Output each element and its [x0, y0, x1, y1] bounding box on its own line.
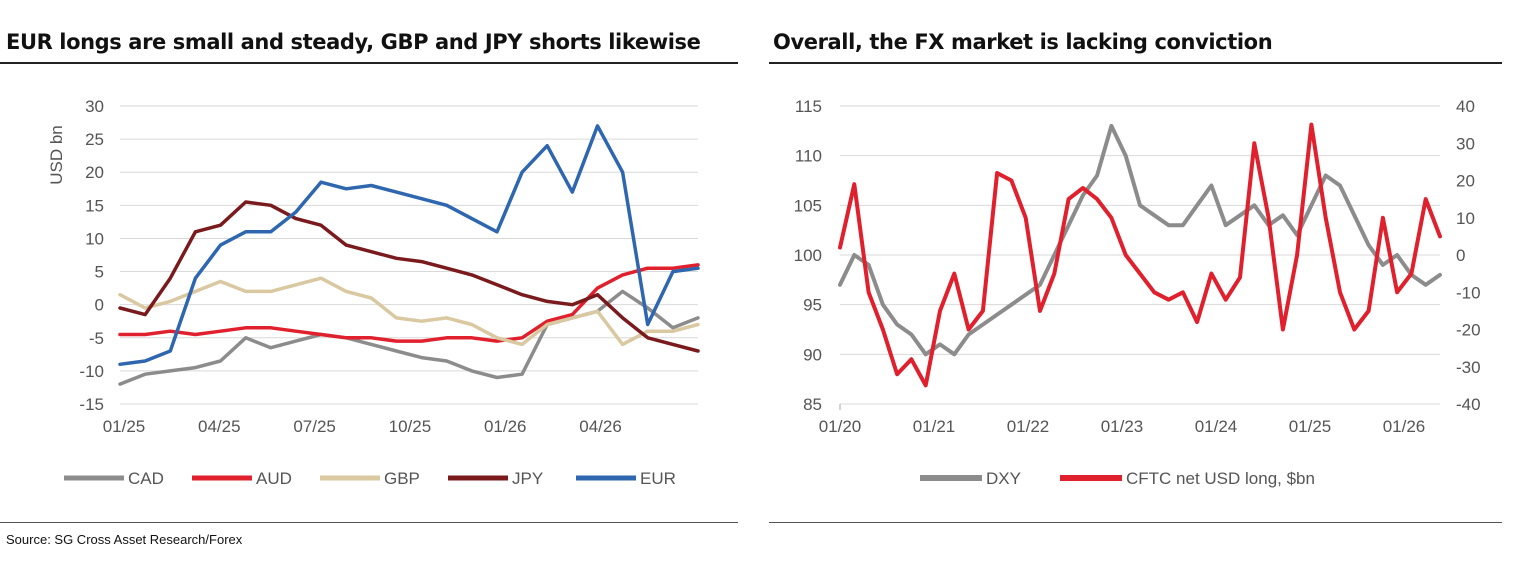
line-series-cad — [118, 289, 700, 386]
right-right-y-tick-label: -10 — [1456, 283, 1481, 302]
line-series-aud — [118, 263, 700, 343]
right-x-tick-label: 01/23 — [1101, 417, 1144, 436]
legend-label-dxy: DXY — [986, 469, 1021, 488]
right-chart-title: Overall, the FX market is lacking convic… — [773, 30, 1273, 54]
left-y-tick-label: 25 — [85, 130, 104, 149]
right-left-y-tick-label: 95 — [803, 296, 822, 315]
legend-label-aud: AUD — [256, 469, 292, 488]
right-title-rule — [769, 62, 1502, 64]
left-y-axis-label: USD bn — [47, 125, 66, 185]
left-x-tick-label: 01/26 — [484, 417, 527, 436]
left-x-tick-label: 04/25 — [198, 417, 241, 436]
left-x-tick-label: 01/25 — [103, 417, 146, 436]
right-right-y-tick-label: 30 — [1456, 134, 1475, 153]
left-y-tick-label: -10 — [79, 362, 104, 381]
left-y-tick-label: 0 — [95, 296, 104, 315]
left-x-tick-label: 07/25 — [293, 417, 336, 436]
right-x-tick-label: 01/20 — [819, 417, 862, 436]
legend-label-eur: EUR — [640, 469, 676, 488]
right-bottom-rule — [769, 522, 1502, 523]
left-x-tick-label: 10/25 — [389, 417, 432, 436]
right-x-tick-label: 01/22 — [1007, 417, 1050, 436]
legend-label-cad: CAD — [128, 469, 164, 488]
right-x-tick-label: 01/25 — [1289, 417, 1332, 436]
right-left-y-tick-label: 90 — [803, 345, 822, 364]
left-bottom-rule — [0, 522, 738, 523]
right-left-y-tick-label: 85 — [803, 395, 822, 414]
right-right-y-tick-label: -20 — [1456, 321, 1481, 340]
left-y-tick-label: 15 — [85, 196, 104, 215]
left-title-rule — [0, 62, 738, 64]
right-left-y-tick-label: 100 — [794, 246, 822, 265]
right-x-tick-label: 01/26 — [1383, 417, 1426, 436]
left-chart-title: EUR longs are small and steady, GBP and … — [6, 30, 701, 54]
right-left-y-tick-label: 115 — [795, 97, 822, 116]
legend-label-gbp: GBP — [384, 469, 420, 488]
source-note: Source: SG Cross Asset Research/Forex — [6, 532, 243, 547]
right-right-y-tick-label: -40 — [1456, 395, 1481, 414]
left-y-tick-label: -5 — [89, 329, 104, 348]
right-right-y-tick-label: 20 — [1456, 172, 1475, 191]
line-series-dxy — [838, 123, 1442, 357]
left-y-tick-label: 10 — [85, 229, 104, 248]
right-right-y-tick-label: 10 — [1456, 209, 1475, 228]
line-series-cftc-net-usd-long-bn — [838, 122, 1442, 388]
left-x-tick-label: 04/26 — [579, 417, 622, 436]
line-series-gbp — [118, 276, 700, 347]
legend-label-jpy: JPY — [512, 469, 543, 488]
right-x-tick-label: 01/24 — [1195, 417, 1238, 436]
right-right-y-tick-label: 0 — [1456, 246, 1465, 265]
legend-label-cftc: CFTC net USD long, $bn — [1126, 469, 1315, 488]
left-y-tick-label: -15 — [79, 395, 104, 414]
left-y-tick-label: 20 — [85, 163, 104, 182]
left-y-tick-label: 5 — [95, 263, 104, 282]
line-series-jpy — [118, 200, 700, 353]
right-left-y-tick-label: 105 — [794, 196, 822, 215]
right-left-y-tick-label: 110 — [795, 147, 822, 166]
right-right-y-tick-label: 40 — [1456, 97, 1475, 116]
line-series-eur — [118, 124, 700, 367]
right-right-y-tick-label: -30 — [1456, 358, 1481, 377]
left-y-tick-label: 30 — [85, 97, 104, 116]
right-x-tick-label: 01/21 — [913, 417, 956, 436]
